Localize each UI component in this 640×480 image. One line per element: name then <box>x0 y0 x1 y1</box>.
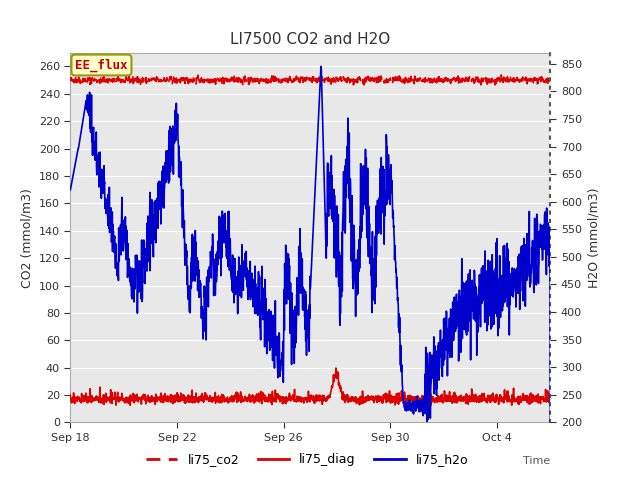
Y-axis label: H2O (mmol/m3): H2O (mmol/m3) <box>588 187 600 288</box>
Y-axis label: CO2 (mmol/m3): CO2 (mmol/m3) <box>20 188 33 288</box>
Legend: li75_co2, li75_diag, li75_h2o: li75_co2, li75_diag, li75_h2o <box>141 448 473 471</box>
Text: EE_flux: EE_flux <box>76 59 128 72</box>
Text: Time: Time <box>523 456 550 466</box>
Title: LI7500 CO2 and H2O: LI7500 CO2 and H2O <box>230 33 390 48</box>
